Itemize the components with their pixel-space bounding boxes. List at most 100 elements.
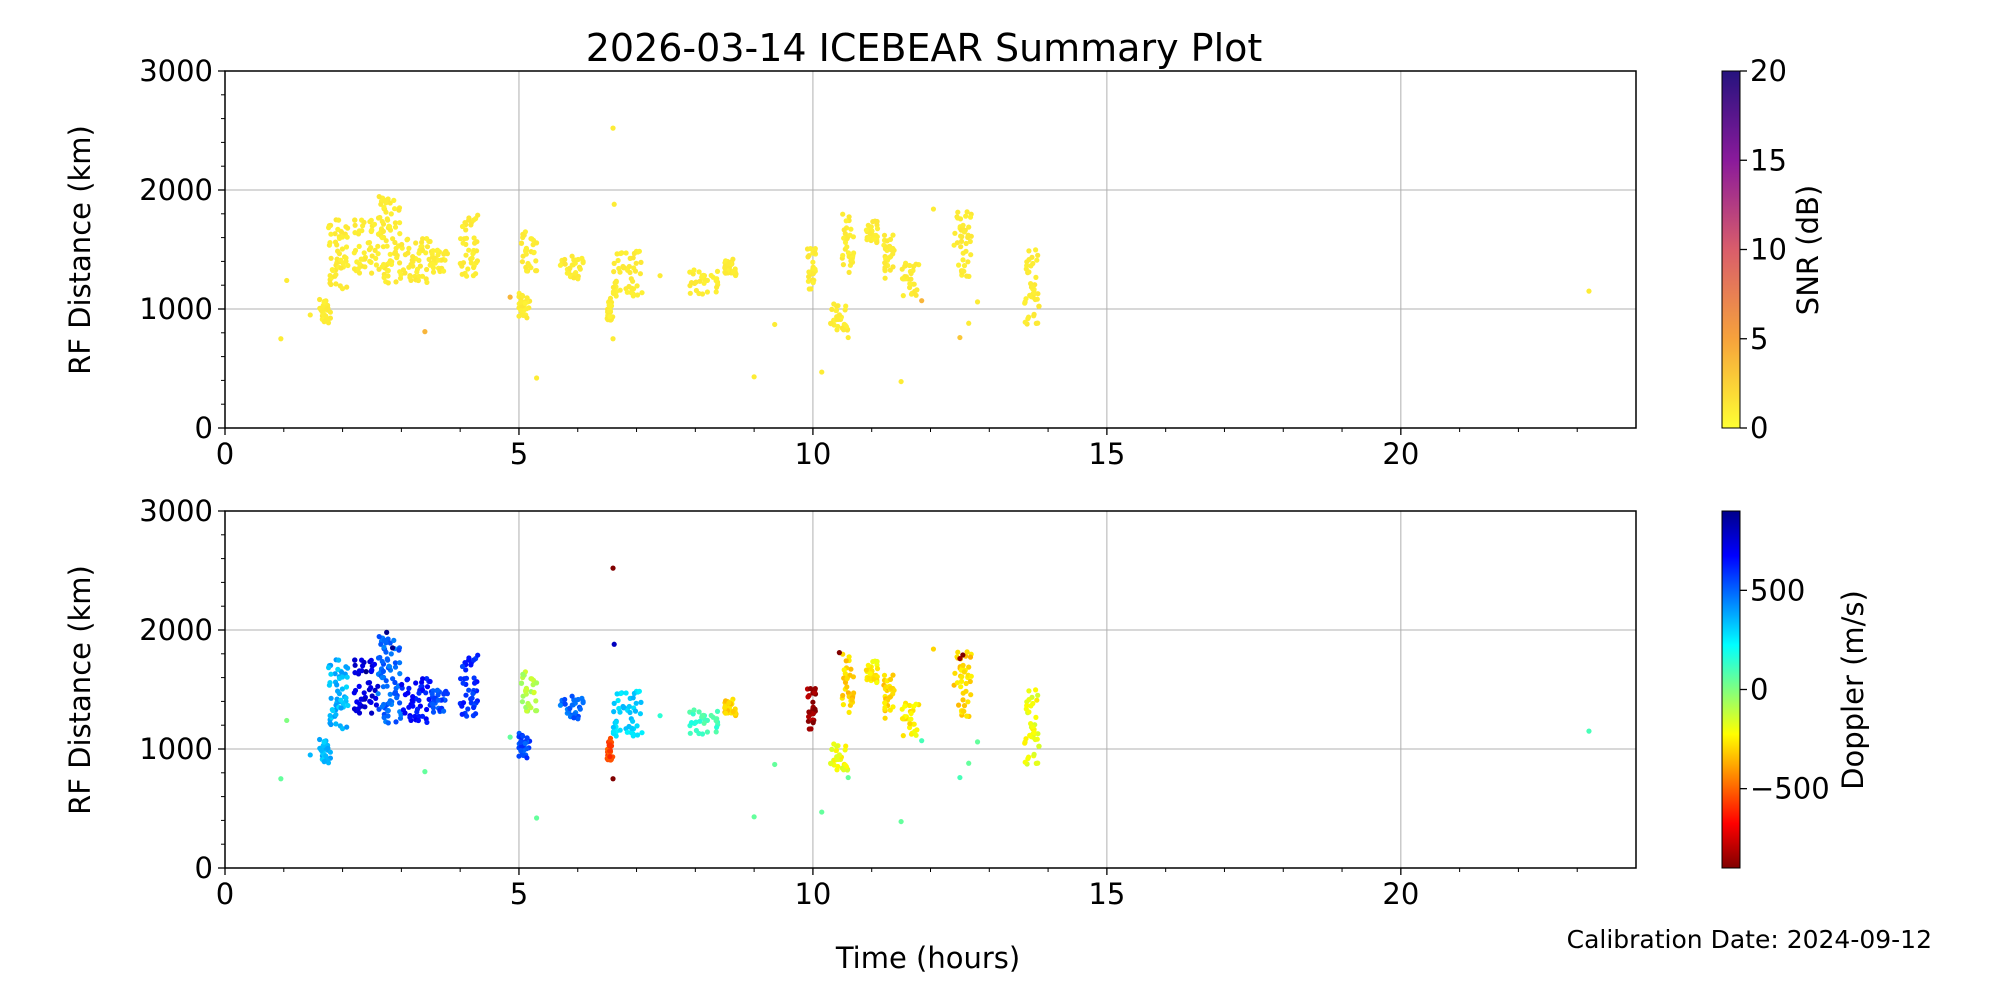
data-point	[338, 697, 344, 703]
doppler-colorbar-ticks: 500 0 −500	[1740, 573, 1830, 806]
data-point	[466, 687, 472, 693]
data-point	[1033, 714, 1039, 721]
data-point	[751, 814, 757, 820]
data-point	[1036, 743, 1042, 749]
x-tick-label: 0	[216, 877, 234, 911]
data-point	[714, 716, 720, 722]
data-point	[829, 746, 835, 753]
data-point	[907, 724, 913, 731]
data-point	[465, 266, 471, 272]
snr-colorbar: 0 5 10 15 20 SNR (dB)	[1721, 54, 1825, 445]
data-point	[393, 279, 399, 285]
data-point	[637, 271, 644, 277]
data-point	[534, 680, 540, 686]
data-point	[806, 709, 812, 715]
data-point	[1026, 754, 1032, 760]
data-point	[352, 230, 358, 236]
data-point	[459, 223, 466, 230]
doppler-colorbar: 500 0 −500 Doppler (m/s)	[1721, 510, 1870, 869]
data-point	[617, 727, 623, 733]
data-point	[627, 709, 633, 716]
data-point	[376, 634, 382, 640]
data-point	[519, 259, 526, 265]
data-point	[413, 240, 419, 246]
data-point	[965, 699, 971, 705]
data-point	[424, 279, 430, 285]
data-point	[368, 657, 374, 664]
data-point	[471, 675, 477, 681]
data-point	[524, 315, 530, 321]
data-point	[866, 676, 872, 682]
data-point	[696, 709, 702, 715]
data-point	[343, 684, 350, 690]
data-point	[806, 714, 812, 720]
data-point	[422, 769, 428, 775]
data-point	[387, 691, 393, 697]
data-point	[571, 715, 577, 721]
data-point	[867, 231, 873, 237]
data-point	[386, 260, 392, 266]
data-point	[697, 278, 703, 284]
data-point	[368, 685, 374, 691]
data-point	[968, 233, 974, 239]
data-point	[469, 695, 475, 701]
data-point	[531, 249, 537, 255]
data-point	[626, 703, 632, 710]
data-point	[460, 240, 466, 246]
data-point	[714, 708, 721, 715]
data-point	[726, 260, 732, 266]
data-point	[363, 669, 369, 675]
data-point	[1023, 296, 1029, 302]
colorbar-tick-label: 10	[1750, 233, 1787, 267]
data-point	[1035, 252, 1041, 258]
data-point	[352, 247, 359, 254]
data-point	[623, 690, 629, 696]
data-point	[394, 255, 400, 261]
data-point	[1033, 320, 1039, 326]
calibration-note: Calibration Date: 2024-09-12	[1567, 925, 1932, 954]
data-point	[507, 734, 513, 740]
chart-title: 2026-03-14 ICEBEAR Summary Plot	[586, 26, 1263, 70]
data-point	[959, 234, 965, 240]
data-point	[420, 676, 426, 682]
data-point	[610, 289, 617, 295]
data-point	[829, 306, 835, 312]
colorbar-tick-label: 5	[1750, 322, 1768, 356]
data-point	[1026, 248, 1032, 254]
data-point	[607, 302, 613, 308]
data-point	[328, 721, 334, 728]
doppler-panel-ticks: 0 5 10 15 20 0 1000 2000 3000	[139, 494, 1578, 911]
data-point	[372, 687, 378, 694]
data-point	[691, 267, 697, 273]
data-point	[434, 247, 441, 253]
data-point	[828, 320, 834, 326]
data-point	[911, 703, 917, 710]
data-point	[967, 654, 974, 660]
data-point	[865, 662, 871, 668]
data-point	[339, 246, 345, 252]
data-point	[351, 266, 358, 272]
data-point	[379, 235, 385, 241]
data-point	[630, 718, 636, 724]
data-point	[380, 668, 386, 675]
data-point	[834, 756, 840, 762]
data-point	[630, 255, 636, 261]
data-point	[965, 259, 971, 265]
data-point	[958, 684, 964, 690]
data-point	[887, 267, 893, 273]
data-point	[930, 206, 937, 212]
data-point	[307, 752, 313, 758]
data-point	[392, 679, 398, 686]
data-point	[1026, 709, 1032, 715]
data-point	[379, 264, 385, 270]
data-point	[867, 671, 873, 677]
data-point	[841, 227, 847, 233]
data-point	[278, 336, 284, 342]
data-point	[430, 709, 437, 715]
data-point	[569, 253, 575, 259]
data-point	[833, 747, 839, 754]
data-point	[410, 263, 416, 269]
data-point	[960, 250, 966, 256]
data-point	[611, 700, 617, 707]
data-point	[819, 809, 825, 815]
